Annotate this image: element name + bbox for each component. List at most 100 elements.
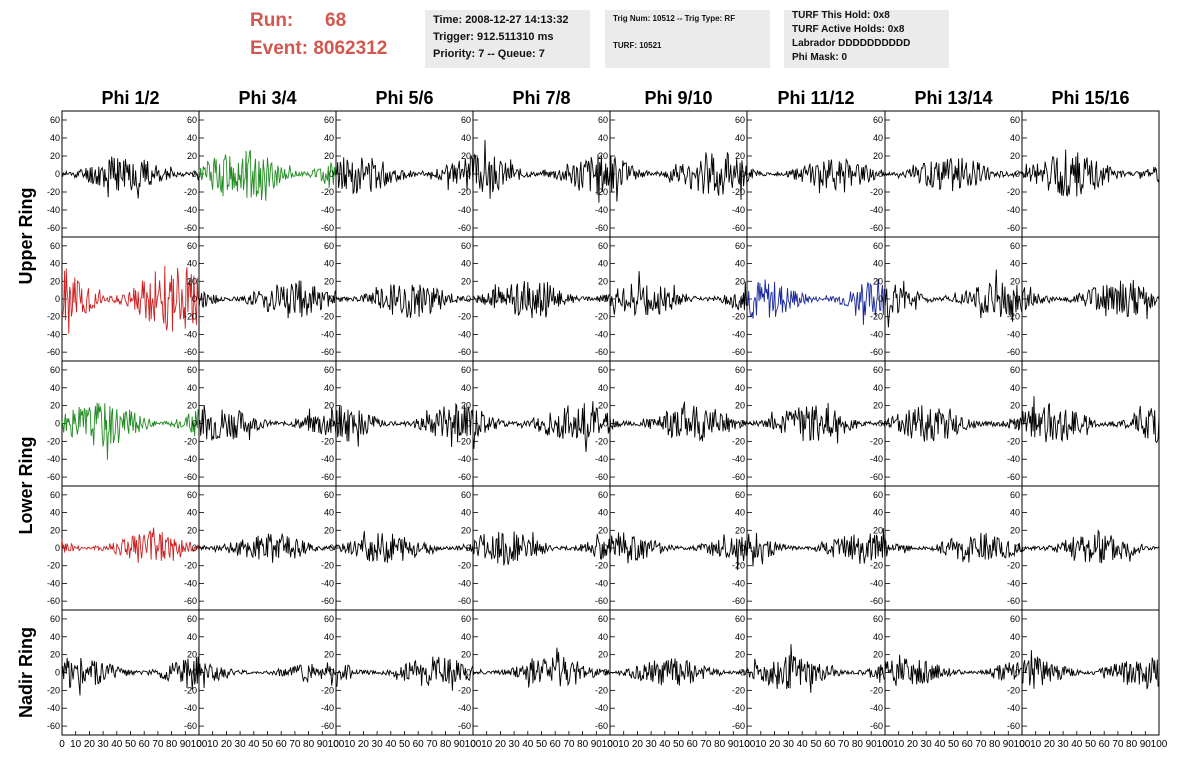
y-tick-label: -20 bbox=[1007, 312, 1020, 322]
x-tick-label: 0 bbox=[333, 739, 339, 750]
y-tick-label: 0 bbox=[878, 543, 883, 553]
x-tick-label: 30 bbox=[98, 739, 110, 750]
y-tick-label: -40 bbox=[184, 329, 197, 339]
y-tick-label: 40 bbox=[1010, 632, 1020, 642]
y-tick-label: -40 bbox=[184, 205, 197, 215]
y-tick-label: -20 bbox=[732, 312, 745, 322]
y-tick-label: 40 bbox=[324, 133, 334, 143]
y-tick-label: -20 bbox=[184, 436, 197, 446]
y-tick-label: 0 bbox=[55, 668, 60, 678]
event-label: Event: bbox=[250, 38, 309, 59]
waveform-trace bbox=[335, 530, 474, 563]
x-tick-label: 30 bbox=[1058, 739, 1070, 750]
y-tick-label: 60 bbox=[1010, 490, 1020, 500]
y-tick-label: 60 bbox=[50, 115, 60, 125]
y-tick-label: 0 bbox=[603, 294, 608, 304]
x-tick-label: 40 bbox=[111, 739, 123, 750]
y-tick-label: 40 bbox=[461, 508, 471, 518]
x-tick-label: 30 bbox=[646, 739, 658, 750]
column-header: Phi 7/8 bbox=[512, 88, 570, 108]
x-tick-label: 80 bbox=[166, 739, 178, 750]
waveform-trace bbox=[609, 532, 748, 571]
y-tick-label: 60 bbox=[50, 241, 60, 251]
y-tick-label: 20 bbox=[324, 650, 334, 660]
y-tick-label: 40 bbox=[598, 383, 608, 393]
waveform-trace bbox=[198, 532, 337, 563]
y-tick-label: 0 bbox=[329, 419, 334, 429]
y-tick-label: -60 bbox=[1007, 347, 1020, 357]
y-tick-label: 60 bbox=[735, 241, 745, 251]
x-tick-label: 60 bbox=[1099, 739, 1111, 750]
waveform-trace bbox=[1021, 279, 1160, 320]
x-tick-label: 80 bbox=[714, 739, 726, 750]
y-tick-label: 60 bbox=[1010, 365, 1020, 375]
y-tick-label: -60 bbox=[47, 721, 60, 731]
y-tick-label: -40 bbox=[47, 578, 60, 588]
y-tick-label: 60 bbox=[187, 490, 197, 500]
x-tick-label: 60 bbox=[276, 739, 288, 750]
y-tick-label: 60 bbox=[735, 490, 745, 500]
x-tick-label: 90 bbox=[591, 739, 603, 750]
waveform-trace bbox=[198, 280, 337, 319]
y-tick-label: 20 bbox=[598, 401, 608, 411]
x-tick-label: 100 bbox=[602, 739, 619, 750]
y-tick-label: 60 bbox=[187, 614, 197, 624]
y-tick-label: -40 bbox=[1007, 703, 1020, 713]
y-tick-label: 0 bbox=[878, 419, 883, 429]
x-tick-label: 0 bbox=[607, 739, 613, 750]
x-tick-label: 20 bbox=[221, 739, 233, 750]
x-tick-label: 40 bbox=[522, 739, 534, 750]
y-tick-label: -20 bbox=[732, 187, 745, 197]
x-tick-label: 50 bbox=[262, 739, 274, 750]
y-tick-label: 0 bbox=[603, 543, 608, 553]
y-tick-label: -60 bbox=[595, 596, 608, 606]
waveform-trace bbox=[746, 528, 886, 567]
y-tick-label: -40 bbox=[1007, 454, 1020, 464]
y-tick-label: -40 bbox=[870, 205, 883, 215]
y-tick-label: -40 bbox=[1007, 578, 1020, 588]
y-tick-label: 60 bbox=[598, 115, 608, 125]
x-tick-label: 20 bbox=[84, 739, 96, 750]
y-tick-label: -40 bbox=[458, 454, 471, 464]
y-tick-label: -40 bbox=[47, 205, 60, 215]
x-tick-label: 30 bbox=[372, 739, 384, 750]
y-tick-label: -20 bbox=[321, 312, 334, 322]
x-tick-label: 70 bbox=[838, 739, 850, 750]
y-tick-label: 40 bbox=[461, 133, 471, 143]
waveform-trace bbox=[884, 269, 1023, 328]
waveform-trace bbox=[472, 281, 611, 319]
x-tick-label: 70 bbox=[426, 739, 438, 750]
x-tick-label: 70 bbox=[563, 739, 575, 750]
y-tick-label: 20 bbox=[187, 401, 197, 411]
y-tick-label: -60 bbox=[321, 347, 334, 357]
y-tick-label: -20 bbox=[870, 436, 883, 446]
y-tick-label: 0 bbox=[740, 419, 745, 429]
waveform-trace bbox=[472, 647, 611, 688]
y-tick-label: -60 bbox=[595, 721, 608, 731]
y-tick-label: -60 bbox=[458, 472, 471, 482]
x-tick-label: 20 bbox=[632, 739, 644, 750]
y-tick-label: 40 bbox=[50, 383, 60, 393]
waveform-trace bbox=[61, 402, 200, 460]
y-tick-label: -20 bbox=[458, 436, 471, 446]
x-tick-label: 20 bbox=[769, 739, 781, 750]
waveform-trace bbox=[198, 405, 337, 441]
x-tick-label: 100 bbox=[328, 739, 345, 750]
y-tick-label: 0 bbox=[466, 668, 471, 678]
y-tick-label: 20 bbox=[187, 650, 197, 660]
x-tick-label: 10 bbox=[755, 739, 767, 750]
y-tick-label: 60 bbox=[873, 365, 883, 375]
y-tick-label: -60 bbox=[1007, 223, 1020, 233]
y-tick-label: 60 bbox=[324, 614, 334, 624]
y-tick-label: -20 bbox=[458, 685, 471, 695]
y-tick-label: -40 bbox=[184, 703, 197, 713]
x-tick-label: 90 bbox=[180, 739, 192, 750]
y-tick-label: -60 bbox=[184, 347, 197, 357]
y-tick-label: 40 bbox=[735, 259, 745, 269]
y-tick-label: 20 bbox=[873, 525, 883, 535]
waveform-trace bbox=[746, 402, 886, 444]
x-tick-label: 70 bbox=[1112, 739, 1124, 750]
x-tick-label: 100 bbox=[191, 739, 208, 750]
waveform-trace bbox=[335, 656, 474, 691]
